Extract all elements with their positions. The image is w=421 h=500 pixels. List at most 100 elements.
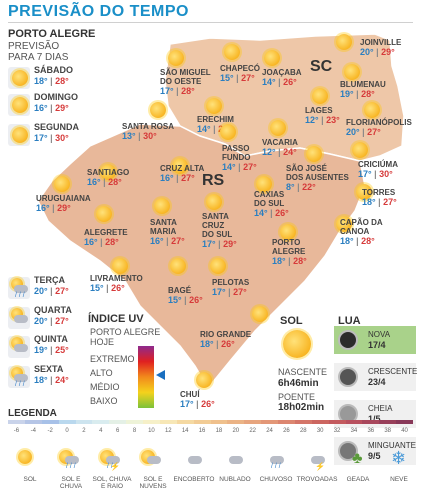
scale-label: 36: [367, 428, 375, 434]
uv-level-extremo: EXTREMO: [90, 354, 135, 364]
temp-max: 25°: [55, 345, 69, 355]
city-temps: 17° | 30°: [358, 169, 393, 179]
temp-separator: |: [47, 316, 56, 326]
temp-separator: |: [210, 124, 219, 134]
temp-separator: |: [371, 169, 380, 179]
scale-label: 0: [65, 428, 69, 434]
temp-max: 28°: [108, 177, 122, 187]
temp-max: 27°: [243, 162, 257, 172]
city-temps: 15° | 27°: [220, 73, 255, 83]
temp-separator: |: [193, 399, 202, 409]
sun-icon: [96, 206, 112, 222]
legend-label: TROVOADAS: [296, 476, 338, 483]
temp-max: 28°: [361, 236, 375, 246]
city-temps: 14° | 26°: [262, 77, 297, 87]
city-name: BAGÉ: [168, 286, 192, 295]
temp-min: 16°: [150, 236, 164, 246]
day-name: SEGUNDA: [34, 122, 80, 132]
sun-icon: [210, 258, 226, 274]
temp-min: 14°: [222, 162, 236, 172]
temp-min: 14°: [254, 208, 268, 218]
temp-min: 19°: [340, 89, 354, 99]
sun-icon: [154, 198, 170, 214]
day-name: DOMINGO: [34, 92, 78, 102]
temp-min: 20°: [360, 47, 374, 57]
temp-min: 18°: [272, 256, 286, 266]
day-name: SEXTA: [34, 364, 64, 374]
sun-icon: [270, 120, 286, 136]
forecast-subtitle-2: PARA 7 DIAS: [8, 52, 69, 63]
scale-label: 30: [316, 428, 324, 434]
cloud-shape: [65, 456, 79, 464]
city-name: SANTA MARIA: [150, 218, 177, 236]
temp-separator: |: [173, 173, 182, 183]
temp-separator: |: [318, 115, 327, 125]
scale-label: 16: [198, 428, 206, 434]
city-name: URUGUAIANA: [36, 194, 91, 203]
state-label-sc: SC: [310, 58, 333, 75]
sun-icon: [150, 102, 166, 118]
sun-icon: [264, 50, 280, 66]
temp-separator: |: [47, 103, 56, 113]
moon-phase-date: 9/5: [368, 451, 381, 461]
temp-min: 19°: [34, 345, 48, 355]
rain-shape: / / /: [66, 463, 76, 470]
temp-separator: |: [100, 177, 109, 187]
uv-level-medio: MÉDIO: [90, 382, 120, 392]
temp-max: 27°: [233, 287, 247, 297]
temp-max: 29°: [57, 203, 71, 213]
cloud-icon: [14, 315, 28, 323]
city-temps: 17° | 29°: [202, 239, 237, 249]
temp-max: 29°: [223, 239, 237, 249]
sunset-time: 18h02min: [278, 402, 325, 413]
moon-phase-text: MINGUANTE 9/5: [368, 441, 416, 462]
sun-icon: [206, 98, 222, 114]
temp-separator: |: [181, 295, 190, 305]
sun-rain-icon: / / /: [57, 448, 85, 470]
day-name: TERÇA: [34, 275, 65, 285]
city-temps: 12° | 23°: [305, 115, 340, 125]
rain-cloud-icon: [14, 285, 28, 293]
city-temps: 17° | 26°: [180, 399, 215, 409]
city-temps: 12° | 24°: [262, 147, 297, 157]
scale-label: 32: [333, 428, 341, 434]
city-temps: 15° | 26°: [168, 295, 203, 305]
temp-separator: |: [49, 203, 58, 213]
sunrise-label: NASCENTE: [278, 367, 328, 377]
cloud-shape: [270, 456, 284, 464]
uv-title: ÍNDICE UV: [88, 313, 144, 325]
city-name: PELOTAS: [212, 278, 250, 287]
sun-icon: [112, 258, 128, 274]
temp-max: 27°: [241, 73, 255, 83]
temp-min: 14°: [197, 124, 211, 134]
cloud-shape: [106, 456, 120, 464]
city-name: BLUMENAU: [340, 80, 386, 89]
scale-label: 6: [116, 428, 120, 434]
cloud-shape: [188, 456, 202, 464]
city-name: CAXIAS DO SUL: [254, 190, 285, 208]
bolt-shape: ⚡: [110, 462, 120, 471]
overcast-icon: [180, 448, 208, 470]
frost-icon: ♣: [344, 448, 372, 470]
scale-label: 34: [350, 428, 358, 434]
temp-max: 26°: [221, 339, 235, 349]
temp-separator: |: [275, 77, 284, 87]
temp-min: 8°: [286, 182, 295, 192]
sun-icon: [283, 330, 311, 358]
sun-icon: [172, 158, 188, 174]
day-name: QUARTA: [34, 305, 72, 315]
cloudy-icon: [221, 448, 249, 470]
sun-icon: [224, 44, 240, 60]
city-temps: 20° | 29°: [360, 47, 395, 57]
temp-separator: |: [47, 133, 56, 143]
sun-icon: [170, 258, 186, 274]
moon-title: LUA: [338, 315, 361, 327]
city-name: RIO GRANDE: [200, 330, 252, 339]
temp-min: 17°: [212, 287, 226, 297]
temp-min: 18°: [34, 375, 48, 385]
city-temps: 20° | 27°: [346, 127, 381, 137]
legend-label: ENCOBERTO: [173, 476, 215, 483]
temp-separator: |: [47, 345, 56, 355]
scale-label: 2: [82, 428, 86, 434]
temp-separator: |: [215, 239, 224, 249]
